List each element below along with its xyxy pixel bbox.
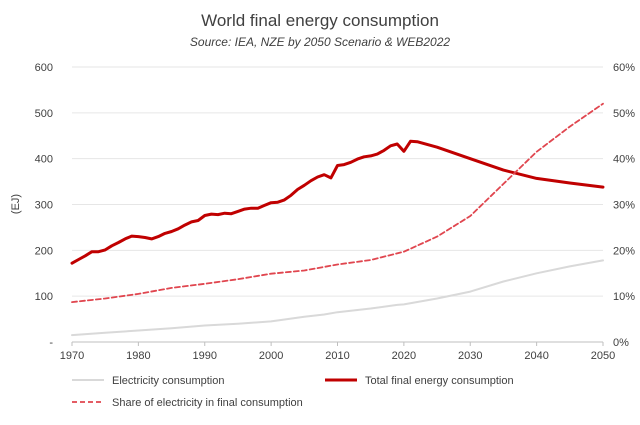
x-axis-ticks: 1970 1980 1990 2000 2010 2020 2030 2040 2050 xyxy=(60,342,615,362)
y-axis-left-ticks: - 100 200 300 400 500 600 xyxy=(35,62,54,349)
y-left-tick-label: 100 xyxy=(35,291,53,303)
series-line-total-final-energy-consumption xyxy=(70,139,605,265)
y-left-tick-label: 300 xyxy=(35,200,53,212)
x-tick-label: 1970 xyxy=(60,350,84,362)
x-tick-label: 1980 xyxy=(126,350,150,362)
y-right-tick-label: 30% xyxy=(613,200,635,212)
series-line-electricity-consumption xyxy=(71,259,604,337)
legend-label-electricity-consumption: Electricity consumption xyxy=(112,375,225,387)
x-tick-label: 2020 xyxy=(392,350,416,362)
y-left-tick-label: 500 xyxy=(35,108,53,120)
y-right-tick-label: 60% xyxy=(613,62,635,74)
series-line-share-of-electricity-in-final-consumption xyxy=(71,102,604,303)
legend-label-total-final-energy-consumption: Total final energy consumption xyxy=(365,375,514,387)
y-axis-right-ticks: 0% 10% 20% 30% 40% 50% 60% xyxy=(613,62,635,349)
gridlines xyxy=(72,66,603,343)
legend-label-share-of-electricity-in-final-consumption: Share of electricity in final consumptio… xyxy=(112,397,303,409)
series-lines xyxy=(70,102,605,337)
y-left-tick-label: 400 xyxy=(35,154,53,166)
y-right-tick-label: 20% xyxy=(613,245,635,257)
y-right-tick-label: 10% xyxy=(613,291,635,303)
chart-title: World final energy consumption xyxy=(201,11,439,30)
y-right-tick-label: 0% xyxy=(613,337,629,349)
legend: Electricity consumption Total final energ… xyxy=(72,375,514,409)
y-right-tick-label: 40% xyxy=(613,154,635,166)
y-right-tick-label: 50% xyxy=(613,108,635,120)
x-tick-label: 1990 xyxy=(193,350,217,362)
x-tick-label: 2040 xyxy=(524,350,548,362)
y-left-tick-label: 200 xyxy=(35,245,53,257)
y-axis-label: (EJ) xyxy=(10,194,22,214)
x-tick-label: 2000 xyxy=(259,350,283,362)
x-tick-label: 2030 xyxy=(458,350,482,362)
y-left-tick-label: 600 xyxy=(35,62,53,74)
y-left-tick-label: - xyxy=(49,337,53,349)
chart-subtitle: Source: IEA, NZE by 2050 Scenario & WEB2… xyxy=(190,35,450,49)
x-tick-label: 2050 xyxy=(591,350,615,362)
x-tick-label: 2010 xyxy=(325,350,349,362)
